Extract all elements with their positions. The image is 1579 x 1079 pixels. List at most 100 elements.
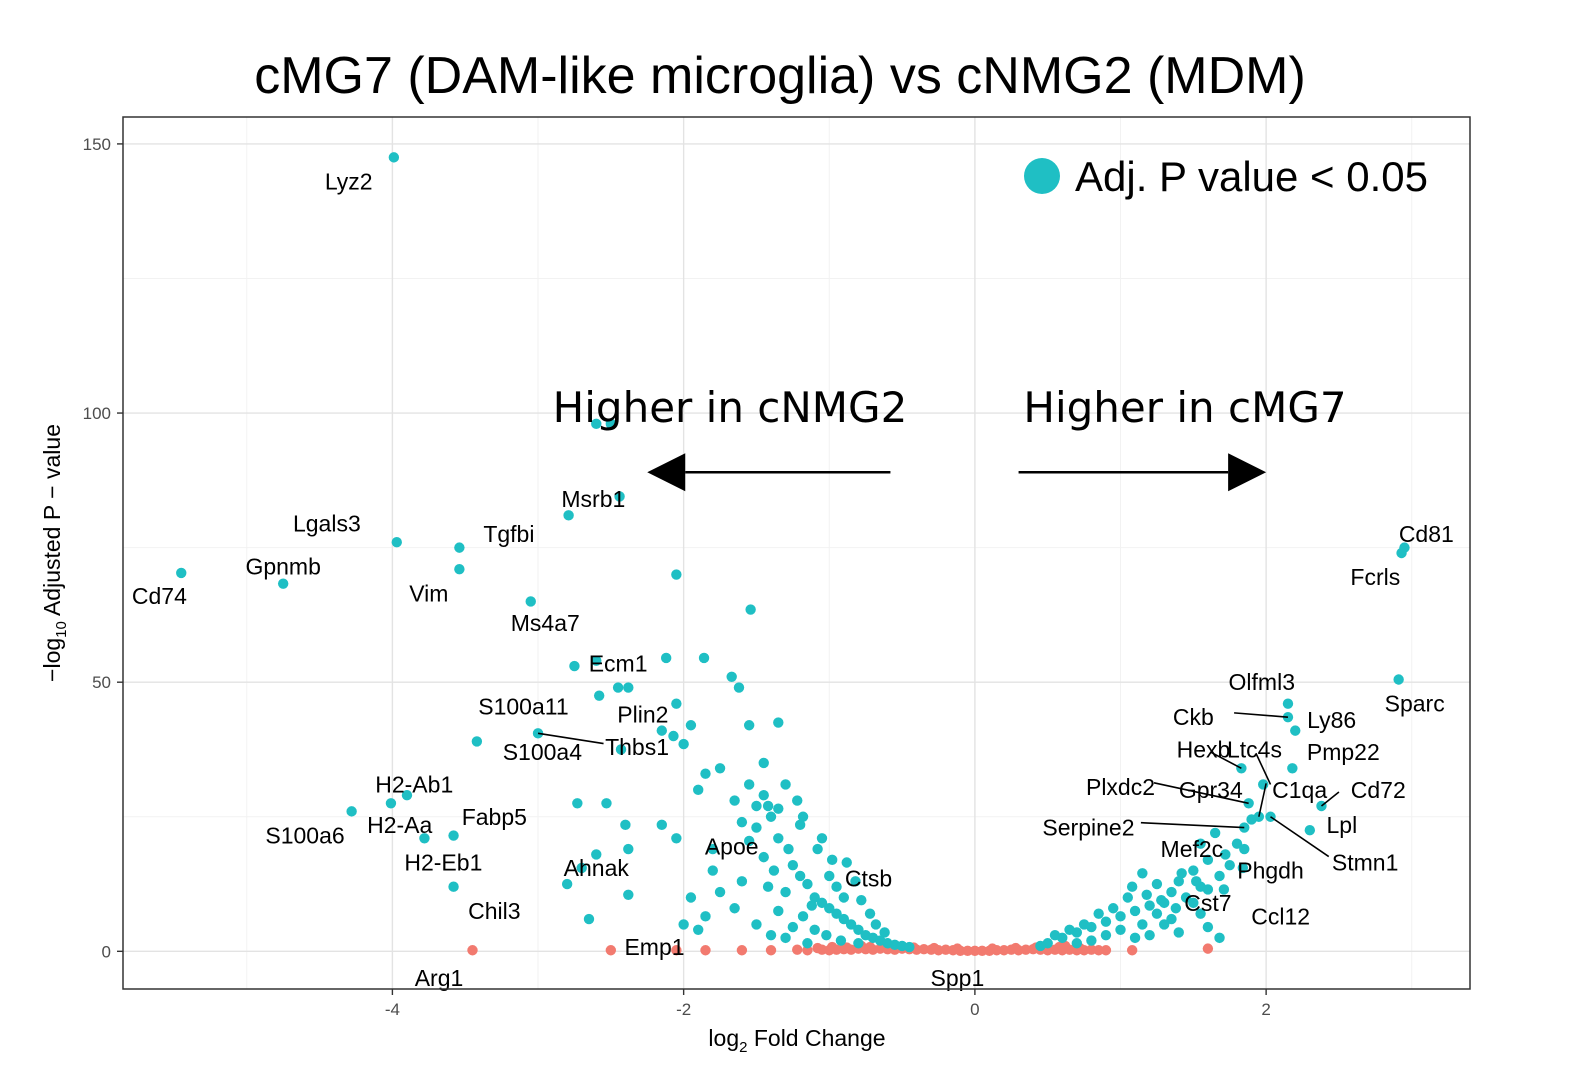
significant-gene-point: [1166, 886, 1177, 898]
significant-gene-point: [448, 830, 459, 841]
nonsignificant-gene-point: [841, 942, 852, 953]
significant-gene-point: [1237, 862, 1249, 874]
significant-gene-point: [809, 892, 820, 903]
significant-gene-point: [826, 854, 838, 866]
arrow-right-head: [1228, 453, 1267, 492]
nonsignificant-gene-point: [1059, 940, 1071, 952]
significant-gene-point: [762, 800, 774, 812]
significant-gene-point: [1396, 547, 1407, 559]
significant-gene-point: [623, 843, 634, 855]
gene-label-s100a6: S100a6: [265, 823, 344, 849]
data-points: [176, 152, 1410, 956]
significant-gene-point: [1218, 884, 1230, 895]
significant-gene-point: [765, 811, 777, 822]
significant-gene-point: [620, 819, 631, 831]
nonsignificant-gene-point: [1100, 945, 1112, 956]
significant-gene-point: [816, 833, 828, 844]
label-leader-lines: [537, 712, 1340, 858]
significant-gene-point: [1290, 725, 1301, 736]
nonsignificant-gene-point: [952, 943, 963, 954]
significant-gene-point: [1393, 674, 1404, 685]
significant-gene-point: [758, 757, 769, 769]
gene-label-cd72: Cd72: [1351, 777, 1406, 803]
significant-gene-point: [850, 876, 861, 887]
significant-gene-point: [1195, 908, 1206, 919]
significant-gene-point: [525, 596, 536, 607]
leader-line-ckb: [1234, 712, 1289, 718]
significant-gene-point: [615, 744, 627, 755]
significant-gene-point: [787, 921, 799, 933]
significant-gene-point: [678, 919, 689, 930]
nonsignificant-gene-point: [962, 945, 973, 956]
significant-gene-point: [1158, 919, 1170, 930]
nonsignificant-gene-point: [467, 945, 478, 956]
significant-gene-point: [1202, 854, 1214, 866]
significant-gene-point: [685, 892, 697, 903]
significant-gene-point: [1239, 843, 1250, 855]
gene-label-plin2: Plin2: [617, 701, 668, 727]
significant-gene-point: [1035, 940, 1046, 952]
significant-gene-point: [802, 938, 813, 949]
y-tick-label: 0: [102, 942, 111, 961]
significant-gene-point: [623, 682, 634, 693]
significant-gene-point: [773, 717, 784, 728]
significant-gene-point: [816, 897, 828, 909]
legend-label: Adj. P value < 0.05: [1075, 153, 1428, 200]
significant-gene-point: [856, 894, 867, 906]
significant-gene-point: [835, 935, 847, 946]
significant-gene-point: [838, 892, 850, 903]
significant-gene-point: [841, 857, 852, 868]
significant-gene-point: [743, 835, 755, 847]
gene-label-s100a11: S100a11: [478, 693, 568, 719]
significant-gene-point: [1064, 924, 1075, 935]
significant-gene-point: [745, 604, 756, 615]
significant-gene-point: [591, 655, 602, 666]
gene-label-h2-aa: H2-Aa: [367, 812, 432, 838]
significant-gene-point: [812, 843, 823, 855]
significant-gene-point: [1191, 876, 1202, 887]
gene-label-thbs1: Thbs1: [605, 734, 669, 760]
nonsignificant-gene-point: [671, 945, 682, 956]
significant-gene-point: [1170, 903, 1182, 914]
nonsignificant-gene-point: [1010, 942, 1021, 954]
nonsignificant-gene-point: [700, 945, 711, 956]
x-tick-label: 0: [970, 1000, 979, 1019]
significant-gene-point: [1129, 905, 1141, 917]
leader-line-cd72: [1320, 791, 1340, 807]
significant-gene-point: [792, 795, 803, 806]
x-tick-label: -2: [676, 1000, 691, 1019]
significant-gene-point: [797, 911, 809, 922]
gene-label-serpine2: Serpine2: [1042, 815, 1134, 841]
gene-label-msrb1: Msrb1: [561, 486, 625, 512]
significant-gene-point: [1282, 711, 1294, 723]
gene-label-chil3: Chil3: [468, 898, 520, 924]
gene-label-c1qa: C1qa: [1272, 777, 1327, 803]
significant-gene-point: [671, 833, 682, 844]
significant-gene-point: [1137, 868, 1148, 879]
significant-gene-point: [1209, 827, 1221, 839]
nonsignificant-gene-point: [1093, 945, 1104, 956]
significant-gene-point: [726, 671, 737, 683]
significant-gene-point: [707, 865, 718, 876]
nonsignificant-gene-point: [792, 944, 803, 955]
gene-label-spp1: Spp1: [931, 965, 985, 991]
significant-gene-point: [736, 876, 748, 887]
significant-gene-point: [698, 652, 710, 664]
significant-gene-point: [671, 569, 682, 580]
significant-gene-point: [1122, 892, 1133, 903]
significant-gene-point: [1176, 868, 1187, 879]
gene-label-cd81: Cd81: [1399, 521, 1454, 547]
significant-gene-point: [809, 924, 820, 935]
gene-label-s100a4: S100a4: [503, 739, 583, 765]
significant-gene-point: [1115, 924, 1126, 935]
significant-gene-point: [1239, 822, 1250, 833]
annotation-higher-left: Higher in cNMG2: [553, 383, 908, 432]
significant-gene-point: [1173, 927, 1184, 938]
significant-gene-point: [678, 738, 689, 750]
significant-gene-point: [870, 919, 882, 930]
gene-labels: Lyz2 Lgals3 Tgfbi Gpnmb Cd74 Vim Msrb1 Ms4a7 Ecm…: [132, 169, 1454, 992]
significant-gene-point: [1100, 916, 1112, 927]
gene-label-vim: Vim: [409, 580, 448, 606]
significant-gene-point: [614, 491, 625, 502]
